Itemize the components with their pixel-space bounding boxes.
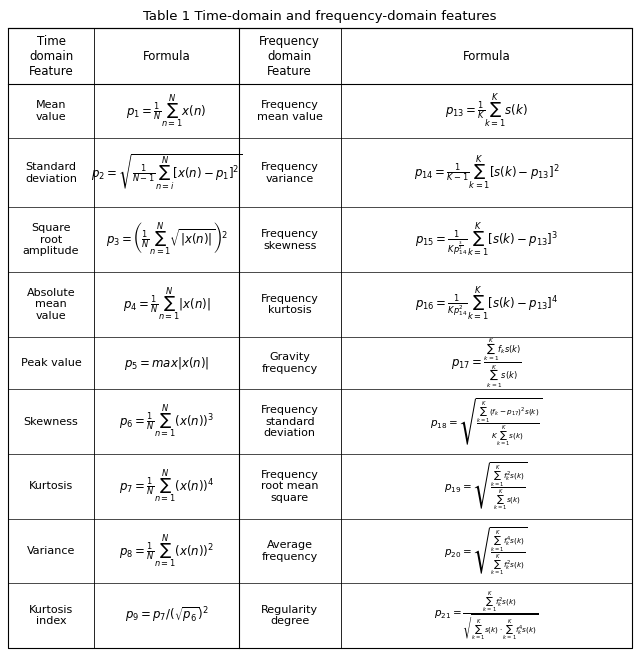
Text: Frequency
kurtosis: Frequency kurtosis [260, 294, 319, 315]
Text: $p_{14} = \frac{1}{K-1}\sum_{k=1}^{K} [s(k)-p_{13}]^2$: $p_{14} = \frac{1}{K-1}\sum_{k=1}^{K} [s… [413, 153, 559, 192]
Text: $p_8 = \frac{1}{N}\sum_{n=1}^{N} \left(x(n)\right)^2$: $p_8 = \frac{1}{N}\sum_{n=1}^{N} \left(x… [119, 532, 214, 570]
Text: Mean
value: Mean value [36, 101, 67, 122]
Text: Peak value: Peak value [20, 358, 81, 368]
Text: $p_5 = max|x(n)|$: $p_5 = max|x(n)|$ [124, 355, 209, 372]
Text: $p_{20} = \sqrt{\frac{\sum_{k=1}^{K} f_k^4 s(k)}{\sum_{k=1}^{K} f_k^2 s(k)}}$: $p_{20} = \sqrt{\frac{\sum_{k=1}^{K} f_k… [444, 525, 528, 577]
Text: $p_{19} = \sqrt{\frac{\sum_{k=1}^{K} f_k^2 s(k)}{\sum_{k=1}^{K} s(k)}}$: $p_{19} = \sqrt{\frac{\sum_{k=1}^{K} f_k… [444, 460, 528, 512]
Text: $p_7 = \frac{1}{N}\sum_{n=1}^{N} \left(x(n)\right)^4$: $p_7 = \frac{1}{N}\sum_{n=1}^{N} \left(x… [119, 468, 214, 505]
Text: Standard
deviation: Standard deviation [25, 162, 77, 183]
Text: $p_6 = \frac{1}{N}\sum_{n=1}^{N} \left(x(n)\right)^3$: $p_6 = \frac{1}{N}\sum_{n=1}^{N} \left(x… [119, 403, 214, 441]
Text: $p_{17} = \frac{\sum_{k=1}^{K} f_k s(k)}{\sum_{k=1}^{K} s(k)}$: $p_{17} = \frac{\sum_{k=1}^{K} f_k s(k)}… [451, 336, 522, 390]
Text: Regularity
degree: Regularity degree [261, 605, 318, 626]
Text: $p_{15} = \frac{1}{Kp_{14}^{\frac{3}{2}}}\sum_{k=1}^{K} [s(k)-p_{13}]^3$: $p_{15} = \frac{1}{Kp_{14}^{\frac{3}{2}}… [415, 221, 558, 259]
Text: Table 1 Time-domain and frequency-domain features: Table 1 Time-domain and frequency-domain… [143, 10, 497, 23]
Text: Variance: Variance [27, 546, 76, 556]
Text: Frequency
root mean
square: Frequency root mean square [260, 470, 319, 503]
Text: Formula: Formula [463, 50, 510, 63]
Text: Frequency
standard
deviation: Frequency standard deviation [260, 405, 319, 438]
Text: Absolute
mean
value: Absolute mean value [27, 288, 76, 321]
Text: Time
domain
Feature: Time domain Feature [29, 35, 74, 78]
Text: Gravity
frequency: Gravity frequency [262, 352, 318, 374]
Text: Frequency
variance: Frequency variance [260, 162, 319, 183]
Text: Skewness: Skewness [24, 417, 79, 427]
Text: $p_1 = \frac{1}{N}\sum_{n=1}^{N} x(n)$: $p_1 = \frac{1}{N}\sum_{n=1}^{N} x(n)$ [126, 92, 207, 130]
Text: Frequency
mean value: Frequency mean value [257, 101, 323, 122]
Text: $p_{18} = \sqrt{\frac{\sum_{k=1}^{K}(f_k - p_{17})^2 s(k)}{K\sum_{k=1}^{K} s(k)}: $p_{18} = \sqrt{\frac{\sum_{k=1}^{K}(f_k… [430, 396, 543, 447]
Text: $p_4 = \frac{1}{N}\sum_{n=1}^{N} |x(n)|$: $p_4 = \frac{1}{N}\sum_{n=1}^{N} |x(n)|$ [123, 285, 211, 323]
Text: $p_{16} = \frac{1}{Kp_{14}^{2}}\sum_{k=1}^{K} [s(k)-p_{13}]^4$: $p_{16} = \frac{1}{Kp_{14}^{2}}\sum_{k=1… [415, 285, 558, 323]
Text: Kurtosis: Kurtosis [29, 481, 73, 492]
Text: Average
frequency: Average frequency [262, 540, 318, 562]
Text: Formula: Formula [143, 50, 190, 63]
Text: $p_{13} = \frac{1}{K}\sum_{k=1}^{K} s(k)$: $p_{13} = \frac{1}{K}\sum_{k=1}^{K} s(k)… [445, 92, 528, 130]
Text: $p_3 = \left(\frac{1}{N}\sum_{n=1}^{N} \sqrt{|x(n)|}\right)^2$: $p_3 = \left(\frac{1}{N}\sum_{n=1}^{N} \… [106, 221, 227, 259]
Text: $p_2 = \sqrt{\frac{1}{N-1}\sum_{n=i}^{N} [x(n)-p_1]^2}$: $p_2 = \sqrt{\frac{1}{N-1}\sum_{n=i}^{N}… [91, 153, 242, 193]
Text: $p_9 = p_7/(\sqrt{p_6})^2$: $p_9 = p_7/(\sqrt{p_6})^2$ [125, 606, 208, 626]
Text: Kurtosis
index: Kurtosis index [29, 605, 73, 626]
Text: Square
root
amplitude: Square root amplitude [23, 223, 79, 257]
Text: Frequency
skewness: Frequency skewness [260, 229, 319, 251]
Text: $p_{21} = \frac{\sum_{k=1}^{K} f_k^2 s(k)}{\sqrt{\sum_{k=1}^{K} s(k) \cdot \sum_: $p_{21} = \frac{\sum_{k=1}^{K} f_k^2 s(k… [434, 590, 538, 642]
Text: Frequency
domain
Feature: Frequency domain Feature [259, 35, 320, 78]
